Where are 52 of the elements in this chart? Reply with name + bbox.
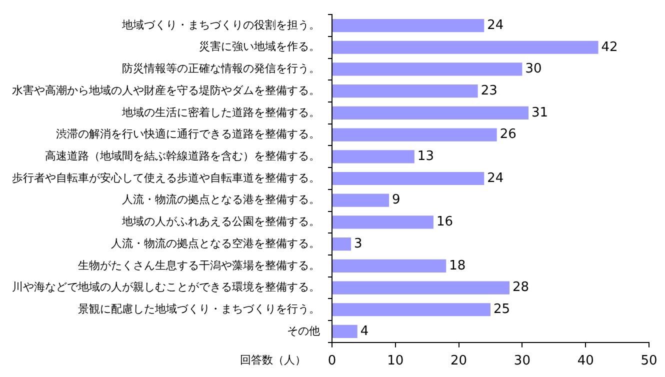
y-tick-label: 生物がたくさん生息する干潟や藻場を整備する。: [78, 258, 320, 272]
bar: [332, 303, 490, 316]
y-tick-label: 高速道路（地域間を結ぶ幹線道路を含む）を整備する。: [45, 150, 320, 163]
bar: [332, 238, 352, 251]
data-label: 16: [436, 214, 453, 230]
data-label: 28: [512, 280, 530, 296]
data-label: 42: [601, 40, 618, 55]
y-tick-label: その他: [287, 324, 320, 338]
y-tick-label: 歩行者や自転車が安心して使える歩道や自転車道を整備する。: [12, 171, 320, 184]
x-tick-label: 10: [387, 354, 404, 369]
y-tick-label: 防災情報等の正確な情報の発信を行う。: [122, 62, 320, 76]
data-label: 18: [449, 258, 466, 274]
bar: [332, 172, 484, 186]
bar: [332, 259, 446, 272]
y-tick-label: 人流・物流の拠点となる港を整備する。: [122, 193, 320, 206]
x-tick-label: 20: [450, 354, 468, 369]
bar: [332, 84, 478, 98]
bar: [332, 216, 434, 229]
y-tick-label: 地域づくり・まちづくりの役割を担う。: [121, 18, 320, 32]
data-label: 25: [494, 302, 510, 317]
bar: [332, 40, 598, 54]
y-tick-label: 景観に配慮した地域づくり・まちづくりを行う。: [78, 302, 320, 316]
x-tick-label: 50: [640, 354, 658, 369]
bar: [332, 18, 484, 32]
data-label: 30: [525, 62, 542, 77]
data-label: 4: [360, 324, 369, 339]
data-label: 26: [500, 127, 516, 142]
bar: [332, 128, 497, 142]
data-label: 31: [532, 105, 548, 120]
x-tick-label: 40: [577, 354, 594, 369]
y-tick-label: 渋滞の解消を行い快適に通行できる道路を整備する。: [56, 128, 320, 141]
bar: [332, 194, 390, 207]
data-label: 13: [417, 149, 434, 164]
y-tick-label: 川や海などで地域の人が親しむことができる環境を整備する。: [12, 280, 320, 294]
bar: [332, 324, 358, 338]
bar: [332, 281, 510, 294]
y-tick-label: 地域の生活に密着した道路を整備する。: [121, 106, 320, 119]
data-label: 3: [354, 236, 362, 252]
x-tick-label: 30: [514, 354, 530, 369]
bar: [332, 150, 414, 164]
bar: [332, 62, 522, 76]
bar: [332, 106, 529, 120]
y-tick-label: 災害に強い地域を作る。: [199, 40, 320, 54]
data-label: 24: [487, 170, 504, 186]
data-label: 9: [392, 192, 400, 208]
y-tick-label: 人流・物流の拠点となる空港を整備する。: [111, 236, 320, 250]
data-label: 24: [487, 18, 504, 33]
y-tick-label: 地域の人がふれあえる公園を整備する。: [121, 215, 320, 228]
x-axis-title: 回答数（人）: [240, 353, 306, 366]
data-label: 23: [480, 83, 498, 98]
x-tick-label: 0: [328, 354, 336, 369]
y-tick-label: 水害や高潮から地域の人や財産を守る堤防やダムを整備する。: [12, 84, 320, 97]
